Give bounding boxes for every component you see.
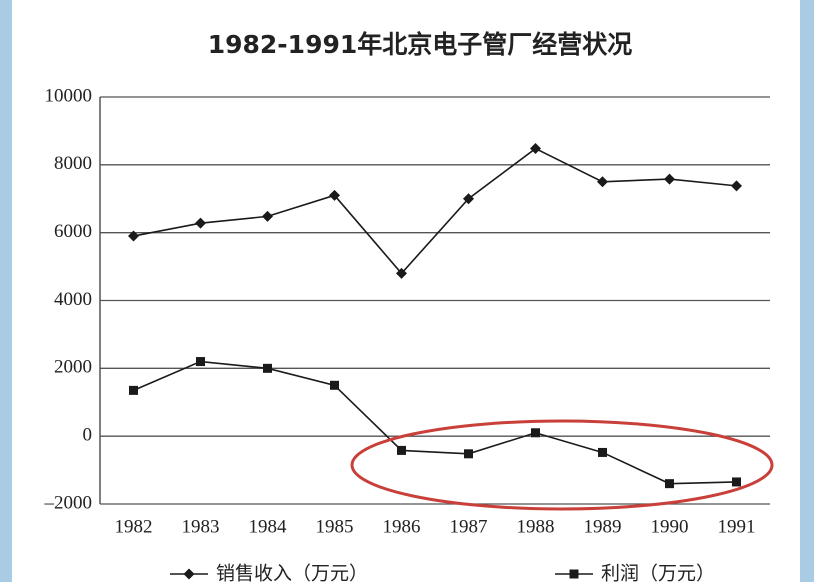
y-tick-label: 2000 xyxy=(54,357,92,378)
chart-title: 1982-1991年北京电子管厂经营状况 xyxy=(208,30,633,59)
legend-label: 利润（万元） xyxy=(601,563,715,582)
square-marker xyxy=(330,380,339,390)
square-marker xyxy=(129,385,138,395)
square-marker xyxy=(196,357,205,367)
diamond-marker xyxy=(463,193,474,205)
diamond-marker xyxy=(396,267,407,279)
diamond-marker xyxy=(183,568,195,580)
diamond-marker xyxy=(664,173,675,185)
series-line xyxy=(133,360,737,485)
x-tick-label: 1984 xyxy=(249,516,288,537)
frame-left xyxy=(0,0,12,582)
x-tick-label: 1989 xyxy=(584,516,622,537)
diamond-marker xyxy=(195,217,206,229)
grid: –2000 0 2000 4000 6000 8000 10000 1982 1983 1984 1… xyxy=(44,85,770,537)
legend: 销售收入（万元） 利润（万元） xyxy=(170,563,715,582)
diamond-marker xyxy=(128,230,139,242)
plot xyxy=(128,143,742,489)
diamond-marker xyxy=(530,143,541,155)
x-tick-label: 1982 xyxy=(115,516,153,537)
x-tick-label: 1988 xyxy=(517,516,555,537)
square-marker xyxy=(397,445,406,455)
x-tick-label: 1983 xyxy=(182,516,220,537)
frame-right xyxy=(800,0,814,582)
x-tick-label: 1987 xyxy=(450,516,488,537)
annotation-ellipse xyxy=(350,419,774,511)
x-tick-label: 1985 xyxy=(316,516,354,537)
diamond-marker xyxy=(329,189,340,201)
square-marker xyxy=(464,449,473,459)
square-marker xyxy=(531,428,540,438)
y-tick-label: 0 xyxy=(83,425,93,446)
square-marker xyxy=(569,569,579,579)
y-tick-label: 8000 xyxy=(54,153,92,174)
diamond-marker xyxy=(731,180,742,192)
x-tick-label: 1986 xyxy=(383,516,421,537)
square-marker xyxy=(732,477,741,487)
y-tick-label: 4000 xyxy=(54,289,92,310)
legend-label: 销售收入（万元） xyxy=(216,563,368,582)
square-marker xyxy=(263,363,272,373)
square-marker xyxy=(665,479,674,489)
y-tick-label: 6000 xyxy=(54,221,92,242)
square-marker xyxy=(598,447,607,457)
x-tick-label: 1990 xyxy=(651,516,689,537)
diamond-marker xyxy=(597,176,608,188)
x-tick-label: 1991 xyxy=(718,516,756,537)
y-tick-label: –2000 xyxy=(44,492,93,513)
y-tick-label: 10000 xyxy=(45,85,93,106)
diamond-marker xyxy=(262,210,273,222)
series-line xyxy=(133,147,737,275)
